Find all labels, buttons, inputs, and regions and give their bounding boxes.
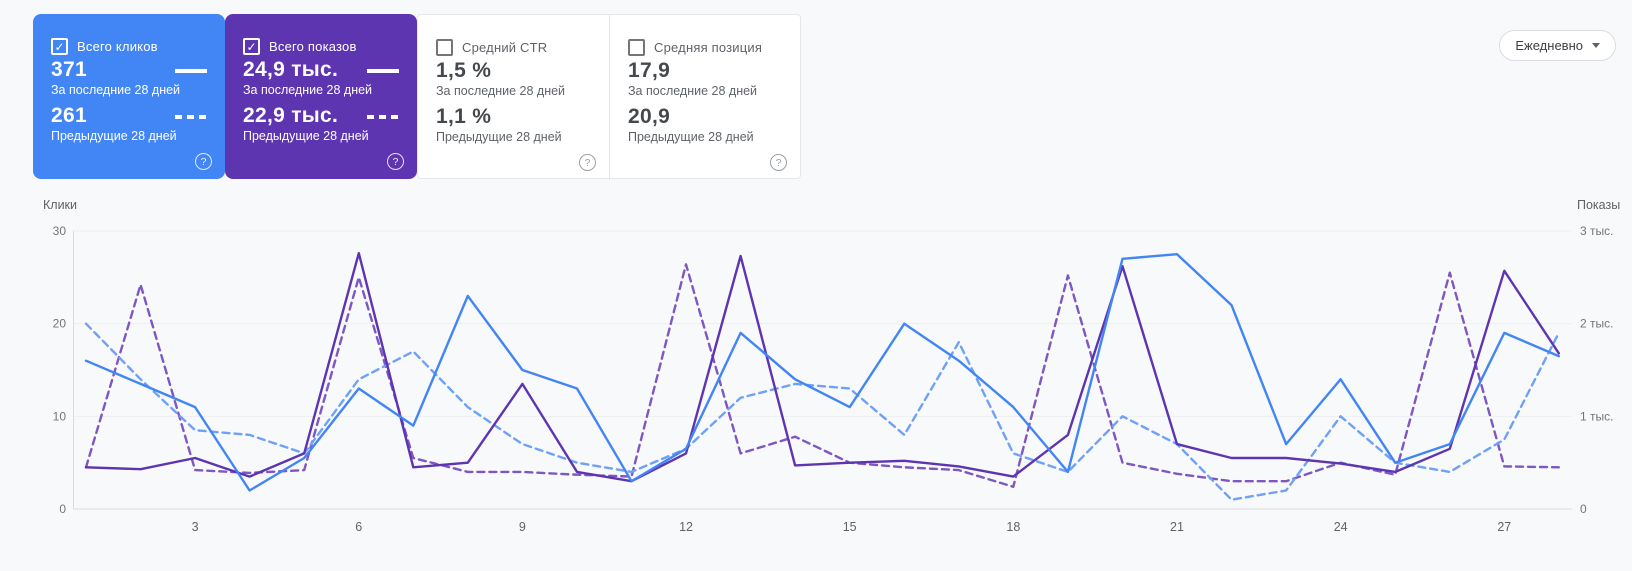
current-value: 1,5 %	[436, 59, 492, 82]
card-label: Всего показов	[269, 39, 357, 54]
x-axis-tick-label: 3	[192, 520, 199, 534]
x-axis-tick-label: 21	[1170, 520, 1184, 534]
card-label: Средняя позиция	[654, 40, 763, 55]
card-label: Средний CTR	[462, 40, 548, 55]
right-axis-tick-label: 2 тыс.	[1580, 317, 1613, 331]
previous-value: 261	[51, 104, 87, 127]
average-position-checkbox[interactable]	[628, 39, 645, 56]
help-icon[interactable]: ?	[770, 154, 787, 171]
help-icon[interactable]: ?	[579, 154, 596, 171]
chevron-down-icon	[1592, 43, 1600, 48]
x-axis-tick-label: 27	[1497, 520, 1511, 534]
previous-value: 22,9 тыс.	[243, 104, 339, 127]
right-axis-tick-label: 3 тыс.	[1580, 224, 1613, 238]
left-axis-tick-label: 0	[59, 502, 66, 516]
x-axis-tick-label: 9	[519, 520, 526, 534]
average-ctr-checkbox[interactable]	[436, 39, 453, 56]
previous-caption: Предыдущие 28 дней	[436, 130, 562, 144]
right-axis-tick-label: 0	[1580, 502, 1587, 516]
solid-line-sample-icon	[367, 69, 399, 73]
current-value: 17,9	[628, 59, 671, 82]
left-axis-tick-label: 10	[53, 409, 67, 423]
left-axis-tick-label: 20	[53, 317, 67, 331]
previous-caption: Предыдущие 28 дней	[243, 129, 369, 143]
metric-card-average-ctr[interactable]: Средний CTR 1,5 % За последние 28 дней 1…	[418, 15, 609, 180]
metric-card-average-position[interactable]: Средняя позиция 17,9 За последние 28 дне…	[609, 15, 800, 180]
dashed-line-sample-icon	[367, 115, 399, 119]
metric-cards-row: ✓ Всего кликов 371 За последние 28 дней …	[33, 14, 801, 180]
x-axis-tick-label: 6	[355, 520, 362, 534]
metric-card-total-clicks[interactable]: ✓ Всего кликов 371 За последние 28 дней …	[33, 14, 225, 179]
previous-value: 20,9	[628, 105, 671, 128]
current-caption: За последние 28 дней	[628, 84, 758, 98]
solid-line-sample-icon	[175, 69, 207, 73]
previous-caption: Предыдущие 28 дней	[51, 129, 177, 143]
checkmark-icon: ✓	[246, 39, 257, 54]
unselected-metric-cards: Средний CTR 1,5 % За последние 28 дней 1…	[417, 14, 801, 180]
current-caption: За последние 28 дней	[51, 83, 181, 97]
x-axis-tick-label: 18	[1006, 520, 1020, 534]
current-caption: За последние 28 дней	[243, 83, 373, 97]
right-axis-title: Показы	[1577, 198, 1620, 212]
granularity-dropdown[interactable]: Ежедневно	[1499, 30, 1616, 61]
help-icon[interactable]: ?	[387, 153, 404, 170]
previous-caption: Предыдущие 28 дней	[628, 130, 754, 144]
left-axis-title: Клики	[43, 198, 77, 212]
checkmark-icon: ✓	[54, 39, 65, 54]
current-value: 24,9 тыс.	[243, 58, 339, 81]
total-clicks-checkbox[interactable]: ✓	[51, 38, 68, 55]
previous-value: 1,1 %	[436, 105, 492, 128]
granularity-label: Ежедневно	[1515, 38, 1583, 53]
current-value: 371	[51, 58, 87, 81]
card-label: Всего кликов	[77, 39, 158, 54]
x-axis-tick-label: 24	[1334, 520, 1348, 534]
left-axis-tick-label: 30	[53, 224, 67, 238]
total-impressions-checkbox[interactable]: ✓	[243, 38, 260, 55]
x-axis-tick-label: 15	[843, 520, 857, 534]
right-axis-tick-label: 1 тыс.	[1580, 409, 1613, 423]
chart-plot-area[interactable]	[73, 231, 1572, 509]
metric-card-total-impressions[interactable]: ✓ Всего показов 24,9 тыс. За последние 2…	[225, 14, 417, 179]
x-axis-tick-label: 12	[679, 520, 693, 534]
dashed-line-sample-icon	[175, 115, 207, 119]
help-icon[interactable]: ?	[195, 153, 212, 170]
current-caption: За последние 28 дней	[436, 84, 566, 98]
